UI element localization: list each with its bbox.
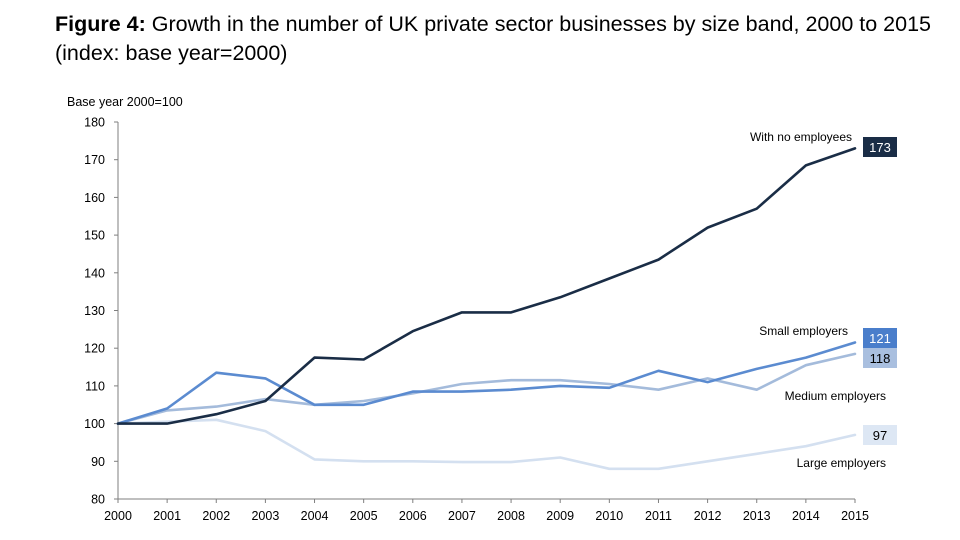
x-tick-label: 2003 (251, 509, 279, 523)
x-tick-label: 2002 (202, 509, 230, 523)
y-tick-label: 90 (91, 455, 105, 469)
x-tick-label: 2014 (792, 509, 820, 523)
y-tick-label: 110 (85, 379, 105, 393)
chart-series-labels: With no employees 173 Small employers 121 Me… (750, 130, 897, 470)
figure-label: Figure 4: (55, 12, 146, 36)
x-tick-label: 2004 (301, 509, 329, 523)
end-value-label-small-employers: 121 (869, 331, 891, 346)
y-tick-label: 120 (84, 342, 105, 356)
series-name-small-employers: Small employers (759, 324, 848, 338)
x-tick-label: 2012 (694, 509, 722, 523)
end-value-box-medium-employers (863, 348, 897, 368)
y-tick-label: 160 (84, 191, 105, 205)
series-line-medium-employers (116, 352, 857, 425)
figure-title-text: Growth in the number of UK private secto… (55, 12, 931, 65)
y-tick-label: 100 (84, 417, 105, 431)
y-tick-label: 80 (91, 493, 105, 507)
end-value-box-with-no-employees (863, 137, 897, 157)
chart-axes: 80 90 100 110 120 130 140 150 160 170 180 2000 2001 2… (84, 116, 869, 524)
y-tick-label: 180 (84, 116, 105, 130)
x-tick-label: 2013 (743, 509, 771, 523)
y-tick-label: 140 (84, 266, 105, 280)
y-axis-label: Base year 2000=100 (67, 95, 183, 109)
figure-title: Figure 4: Growth in the number of UK pri… (55, 10, 945, 68)
x-tick-label: 2009 (546, 509, 574, 523)
x-tick-label: 2010 (595, 509, 623, 523)
x-tick-label: 2005 (350, 509, 378, 523)
x-tick-label: 2006 (399, 509, 427, 523)
series-name-with-no-employees: With no employees (750, 130, 852, 144)
series-line-with-no-employees (116, 147, 857, 425)
chart-series-lines (116, 147, 857, 471)
y-tick-label: 170 (84, 153, 105, 167)
x-tick-label: 2015 (841, 509, 869, 523)
y-tick-label: 150 (84, 229, 105, 243)
end-value-label-medium-employers: 118 (870, 351, 891, 366)
end-value-label-large-employers: 97 (873, 428, 887, 443)
end-value-label-with-no-employees: 173 (869, 140, 891, 155)
series-line-small-employers (116, 341, 857, 425)
end-value-box-large-employers (863, 425, 897, 445)
x-tick-label: 2008 (497, 509, 525, 523)
series-name-medium-employers: Medium employers (785, 389, 886, 403)
x-tick-label: 2007 (448, 509, 476, 523)
series-name-large-employers: Large employers (797, 456, 886, 470)
end-value-box-small-employers (863, 328, 897, 348)
x-tick-label: 2000 (104, 509, 132, 523)
y-tick-label: 130 (84, 304, 105, 318)
x-tick-label: 2011 (645, 509, 672, 523)
x-tick-label: 2001 (153, 509, 181, 523)
series-line-large-employers (116, 418, 857, 471)
